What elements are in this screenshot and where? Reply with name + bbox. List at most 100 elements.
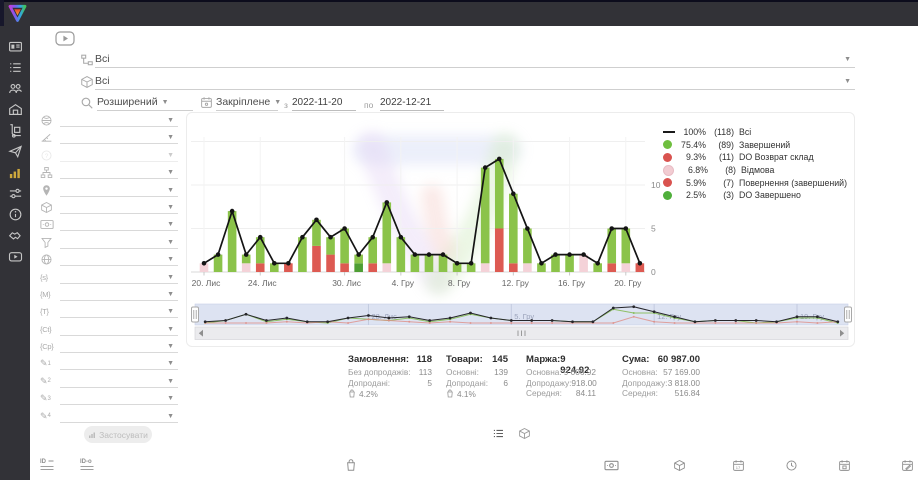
sidebar-item-settings[interactable] [0,183,30,204]
filter-row-token-T: {T} ▼ [40,305,178,319]
column-date-edit-icon[interactable] [899,456,915,474]
legend-item[interactable]: 75.4% (89) Завершений [663,139,847,152]
sidebar-item-warehouse[interactable] [0,99,30,120]
chart-scrollbar[interactable] [194,326,849,340]
pin-icon [40,184,60,197]
sidebar-item-logistics[interactable] [0,120,30,141]
column-time-icon[interactable] [783,456,799,474]
sidebar-item-dashboard[interactable] [0,36,30,57]
top-header-bar [0,0,918,26]
chevron-down-icon: ▼ [167,377,174,385]
filter-select[interactable]: ▼ [60,218,178,232]
column-bag-icon[interactable] [343,456,359,474]
filter-select[interactable]: ▼ [60,271,178,284]
product-filter-value: Всі [95,75,110,87]
filter-select[interactable]: ▼ [60,149,178,162]
product-box-icon [80,75,94,94]
filter-select[interactable]: ▼ [60,375,178,388]
legend-item[interactable]: 2.5% (3) DO Завершено [663,189,847,202]
filter-select[interactable]: ▼ [60,201,178,214]
column-date-box-icon[interactable] [836,456,852,474]
svg-text:8. Гру: 8. Гру [448,278,471,288]
filter-row-token-M: {M} ▼ [40,288,178,301]
filter-select[interactable]: ▼ [60,410,178,423]
svg-text:12. Гру: 12. Гру [502,278,530,288]
sidebar-item-analytics[interactable] [0,162,30,183]
period-mode-value: Закріплене [216,96,271,108]
filter-select[interactable]: ▼ [60,131,178,145]
filter-select[interactable]: ▼ [60,114,178,127]
upsell-bag-icon [349,389,355,398]
legend-item[interactable]: 100% (118) Всі [663,126,847,139]
filter-select[interactable]: ▼ [60,288,178,301]
product-filter-select[interactable]: Всі ▼ [95,74,855,90]
filter-select[interactable]: ▼ [60,253,178,267]
upsell-rate: 4.1% [457,388,476,399]
legend-dot-marker [663,190,672,200]
legend-item[interactable]: 6.8% (8) Відмова [663,164,847,177]
column-date-icon[interactable]: 17 [730,456,746,474]
date-to-input[interactable]: 2022-12-21 [380,95,444,111]
filter-row-custom-2: ✎ 2 ▼ [40,375,178,388]
filter-select[interactable]: ▼ [60,236,178,249]
chevron-down-icon: ▼ [167,290,174,298]
filter-select[interactable]: ▼ [60,357,178,371]
filter-panel: ▼ ▼? ▼ ▼ ▼ ▼ ▼ ▼ ▼ {s} ▼ {M} ▼ {T} ▼ {Ct} ▼ {Cp} ▼ ✎ 1 ▼ ✎ 2 ▼ ✎ 3… [40,114,178,427]
filter-row-token-s: {s} ▼ [40,271,178,284]
status-filter-select[interactable]: Всі ▼ [95,52,855,68]
svg-text:10: 10 [651,180,661,190]
sidebar-item-orders-list[interactable] [0,57,30,78]
pencil-icon: ✎ 3 [40,393,51,404]
stats-orders: Замовлення: 118 Без допродажів: 113 Допрод… [348,354,432,399]
filter-select[interactable]: ▼ [60,323,178,336]
search-mode-select[interactable]: Розширений ▼ [97,95,193,111]
filter-row-globe-grid: ▼ [40,253,178,267]
svg-text:20. Гру: 20. Гру [614,278,642,288]
filter-row-token-Ct: {Ct} ▼ [40,323,178,336]
status-filter-value: Всі [95,53,110,65]
filter-row-package: ▼ [40,201,178,214]
filter-select[interactable]: ▼ [60,340,178,354]
nav-handle-left[interactable] [191,306,199,323]
chevron-down-icon: ▼ [167,238,174,246]
filter-select[interactable]: ▼ [60,166,178,180]
date-from-input[interactable]: 2022-11-20 [292,95,356,111]
sitemap-icon [40,166,60,179]
legend-item[interactable]: 5.9% (7) Повернення (завершений) [663,176,847,189]
column-money-icon[interactable] [603,456,619,474]
token-icon: {Ct} [40,324,52,334]
video-help-button[interactable] [55,31,75,51]
pencil-icon: ✎ 1 [40,358,51,369]
column-id-icon[interactable]: ID [39,456,55,474]
chart-legend: 100% (118) Всі 75.4% (89) Завершений 9.3% (11… [663,126,847,202]
filter-row-custom-4: ✎ 4 ▼ [40,410,178,423]
period-mode-select[interactable]: Закріплене ▼ [216,95,281,111]
chevron-down-icon: ▼ [167,256,174,264]
sidebar-item-campaigns[interactable] [0,141,30,162]
sidebar-item-video[interactable] [0,246,30,267]
banknote-icon [40,218,60,231]
sidebar-item-partners[interactable] [0,225,30,246]
filter-select[interactable]: ▼ [60,305,178,319]
package-view-toggle[interactable] [518,427,531,445]
funnel-icon [40,236,60,249]
filter-row-token-Cp: {Cp} ▼ [40,340,178,354]
column-package-icon[interactable] [671,456,687,474]
chevron-down-icon: ▼ [167,343,174,351]
legend-item[interactable]: 9.3% (11) DO Возврат склад [663,151,847,164]
sidebar-item-info[interactable] [0,204,30,225]
scroll-left-arrow [198,329,203,337]
filter-select[interactable]: ▼ [60,392,178,406]
nav-handle-right[interactable] [844,306,852,323]
apply-filters-button[interactable]: Застосувати [84,426,152,443]
upsell-bag-icon [447,389,453,398]
chevron-down-icon: ▼ [167,273,174,281]
filter-select[interactable]: ▼ [60,184,178,197]
sidebar-item-customers[interactable] [0,78,30,99]
pencil-icon: ✎ 4 [40,410,51,421]
column-id-order-icon[interactable]: ID-o [80,456,96,474]
orders-chart-card: 0 5 10 20. Лис 24. Лис 30. Лис 4. Гру 8. Гру 12.… [186,112,855,347]
chevron-down-icon: ▼ [167,325,174,333]
list-view-toggle[interactable] [492,427,505,445]
chevron-down-icon: ▼ [167,151,174,159]
